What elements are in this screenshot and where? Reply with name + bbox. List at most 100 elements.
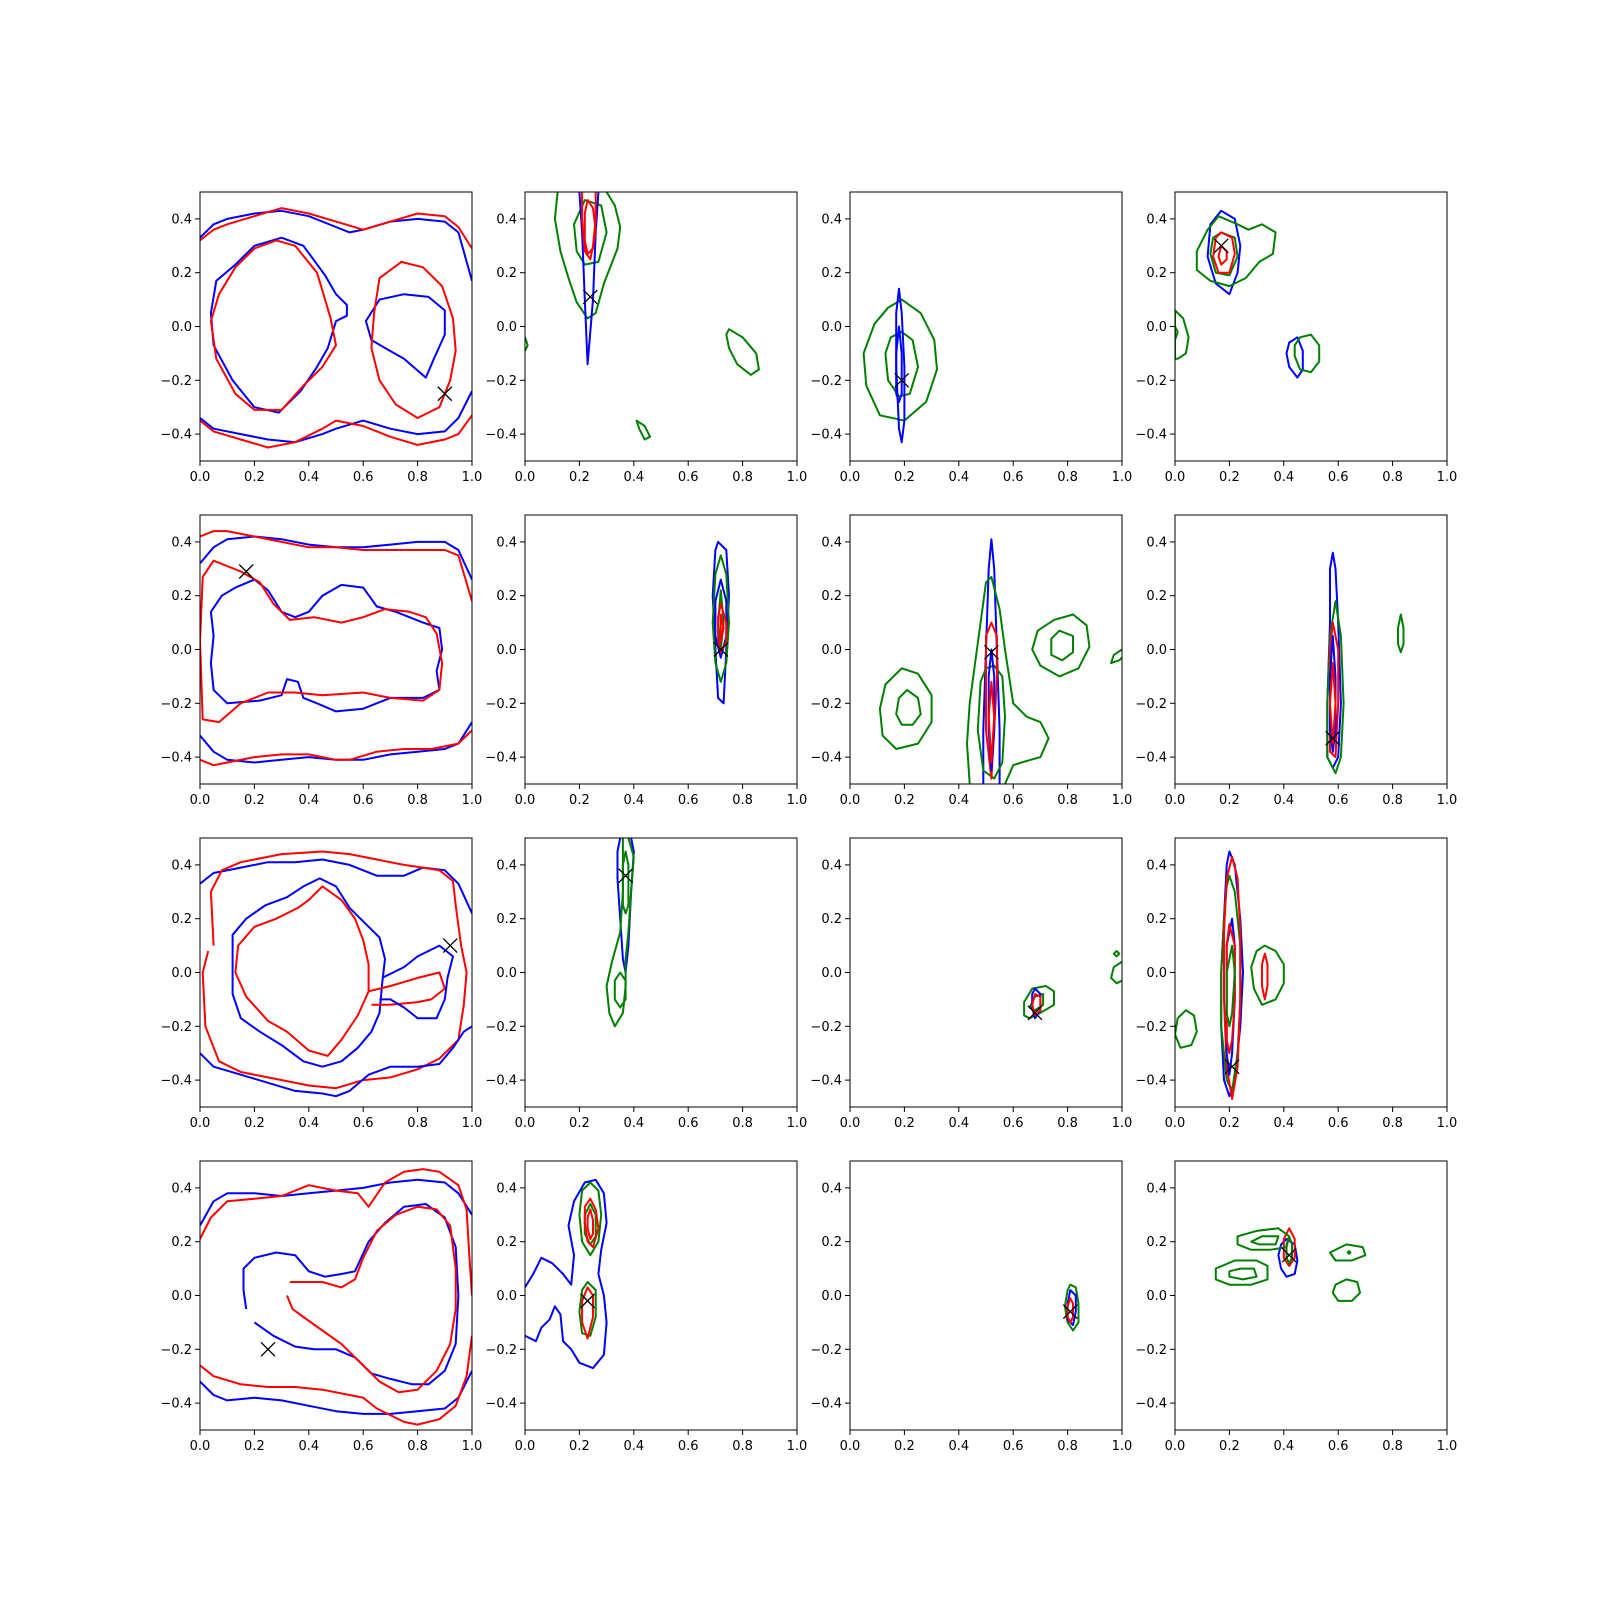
green-contour-line	[1293, 333, 1321, 374]
subplot-r1c3: 0.0 0.2 0.4 0.6 0.8 1.0 −0.4 −0.2 0.0 0.2 0.4	[810, 191, 1132, 485]
x-tick-label: 0.6	[678, 1439, 699, 1454]
green-contour-line	[1397, 613, 1405, 654]
blue-contour-line	[1206, 209, 1242, 296]
x-tick-label: 1.0	[462, 470, 483, 485]
x-tick-label: 0.8	[407, 793, 428, 808]
contour-lines	[525, 192, 760, 441]
y-tick-label: 0.0	[821, 320, 842, 335]
y-tick-label: −0.4	[810, 1397, 842, 1412]
x-tick-label: 0.4	[623, 1439, 644, 1454]
y-tick-label: 0.4	[821, 1181, 842, 1196]
x-tick-label: 0.0	[190, 1116, 211, 1131]
x-tick-label: 0.8	[1057, 1116, 1078, 1131]
green-contour-line	[862, 298, 938, 422]
y-tick-label: −0.4	[1135, 428, 1167, 443]
y-tick-label: −0.2	[160, 697, 192, 712]
green-contour-line	[635, 419, 652, 441]
y-tick-label: 0.4	[1146, 535, 1167, 550]
x-marker	[260, 1341, 276, 1357]
x-tick-label: 0.6	[678, 1116, 699, 1131]
contour-lines	[1326, 551, 1405, 775]
x-tick-label: 1.0	[1112, 1439, 1133, 1454]
y-tick-label: 0.4	[496, 212, 517, 227]
red-contour-line	[1261, 952, 1269, 1001]
x-tick-label: 0.2	[569, 470, 590, 485]
x-tick-label: 0.4	[623, 793, 644, 808]
x-tick-label: 0.0	[190, 1439, 211, 1454]
green-contour-line	[1050, 629, 1074, 662]
x-tick-label: 0.0	[840, 793, 861, 808]
y-tick-label: −0.2	[810, 374, 842, 389]
x-tick-label: 0.4	[623, 470, 644, 485]
green-contour-line	[711, 554, 730, 683]
x-tick-label: 0.4	[623, 1116, 644, 1131]
x-tick-label: 0.0	[515, 1116, 536, 1131]
x-tick-label: 0.0	[515, 1439, 536, 1454]
x-tick-label: 0.0	[515, 470, 536, 485]
x-tick-label: 0.2	[894, 1116, 915, 1131]
x-tick-label: 1.0	[1437, 1116, 1458, 1131]
y-tick-label: −0.4	[1135, 1074, 1167, 1089]
x-tick-label: 1.0	[462, 1439, 483, 1454]
x-tick-label: 0.2	[1219, 1439, 1240, 1454]
x-tick-label: 0.2	[569, 1116, 590, 1131]
x-tick-label: 0.8	[1382, 1116, 1403, 1131]
green-contour-line	[1225, 944, 1236, 1028]
x-tick-label: 0.8	[407, 470, 428, 485]
red-contour-line	[1031, 993, 1042, 1017]
x-tick-label: 0.0	[190, 793, 211, 808]
x-tick-label: 0.2	[244, 470, 265, 485]
x-tick-label: 0.6	[678, 793, 699, 808]
red-contour-line	[583, 199, 597, 255]
x-tick-label: 0.8	[1382, 793, 1403, 808]
x-marker	[437, 386, 453, 402]
y-tick-label: −0.2	[485, 374, 517, 389]
blue-contour-line	[200, 858, 472, 914]
x-tick-label: 0.8	[1057, 1439, 1078, 1454]
x-tick-label: 1.0	[1112, 1116, 1133, 1131]
y-tick-label: 0.2	[496, 266, 517, 281]
subplot-r4c2: 0.0 0.2 0.4 0.6 0.8 1.0 −0.4 −0.2 0.0 0.2 0.4	[485, 1160, 807, 1454]
x-tick-label: 0.2	[244, 1116, 265, 1131]
green-contour-line	[725, 328, 760, 376]
blue-contour-line	[242, 1203, 460, 1386]
x-tick-label: 0.0	[1165, 470, 1186, 485]
y-tick-label: 0.0	[1146, 1289, 1167, 1304]
x-tick-label: 1.0	[1437, 793, 1458, 808]
y-tick-label: −0.2	[810, 1343, 842, 1358]
y-tick-label: −0.2	[160, 1020, 192, 1035]
y-tick-label: 0.4	[496, 535, 517, 550]
x-tick-label: 0.6	[353, 470, 374, 485]
x-tick-label: 0.0	[1165, 793, 1186, 808]
x-tick-label: 0.6	[1003, 793, 1024, 808]
x-tick-label: 0.4	[1273, 793, 1294, 808]
y-tick-label: −0.2	[1135, 1020, 1167, 1035]
y-tick-label: −0.2	[810, 697, 842, 712]
green-contour-line	[1110, 960, 1122, 985]
y-tick-label: −0.2	[485, 1020, 517, 1035]
x-tick-label: 0.6	[1328, 1116, 1349, 1131]
x-tick-label: 0.8	[732, 793, 753, 808]
x-tick-label: 0.8	[1382, 1439, 1403, 1454]
x-marker	[1325, 730, 1341, 746]
x-tick-label: 0.4	[948, 793, 969, 808]
y-tick-label: 0.4	[496, 858, 517, 873]
subplot-r2c1: 0.0 0.2 0.4 0.6 0.8 1.0 −0.4 −0.2 0.0 0.2 0.4	[160, 514, 482, 808]
contour-lines	[1175, 850, 1285, 1100]
x-tick-label: 0.2	[1219, 470, 1240, 485]
x-tick-label: 0.6	[1003, 1116, 1024, 1131]
contour-lines	[200, 207, 472, 449]
red-contour-line	[200, 559, 444, 724]
green-contour-line	[1175, 325, 1179, 341]
green-contour-line	[895, 688, 922, 726]
x-tick-label: 0.0	[515, 793, 536, 808]
x-tick-label: 0.0	[190, 470, 211, 485]
x-tick-label: 0.2	[894, 1439, 915, 1454]
y-tick-label: 0.0	[171, 643, 192, 658]
x-tick-label: 1.0	[462, 1116, 483, 1131]
blue-contour-line	[982, 538, 1001, 784]
green-contour-line	[976, 664, 1006, 780]
green-contour-line	[1028, 993, 1045, 1012]
